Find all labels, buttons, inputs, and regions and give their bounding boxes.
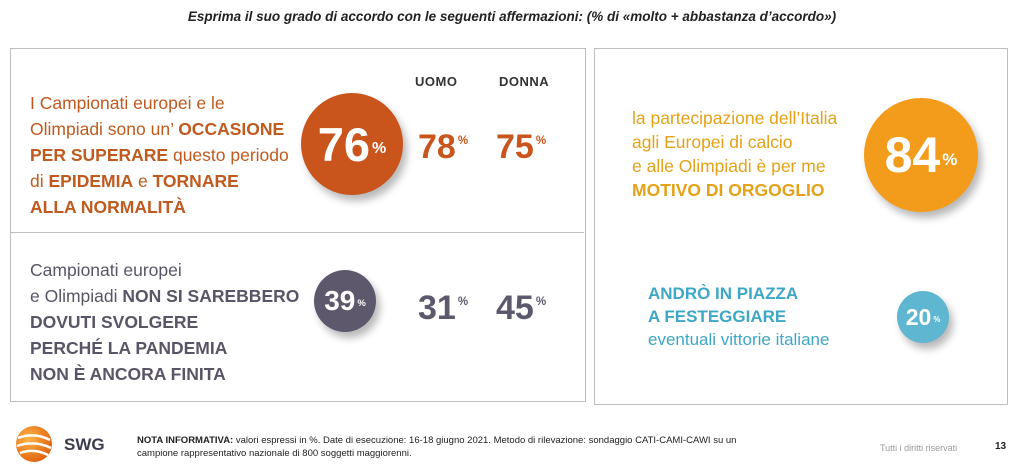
q1-donna-number: 75	[496, 128, 534, 166]
q2-statement: Campionati europei e Olimpiadi NON SI SA…	[30, 257, 310, 387]
q2-uomo-value: 31%	[418, 289, 468, 328]
q3-line3: e alle Olimpiadi è per me	[632, 156, 826, 176]
q1-line3-bold: PER SUPERARE	[30, 145, 169, 165]
q2-total-circle: 39%	[314, 270, 376, 332]
footnote: NOTA INFORMATIVA: valori espressi in %. …	[137, 434, 837, 460]
q2-donna-pct: %	[535, 295, 547, 308]
q1-line2-bold: OCCASIONE	[178, 119, 285, 139]
left-panel	[10, 48, 586, 402]
q4-total-pct: %	[933, 314, 941, 324]
q2-line1: Campionati europei	[30, 260, 182, 280]
rights-text: Tutti i diritti riservati	[880, 443, 958, 453]
q2-line4-bold: PERCHÉ LA PANDEMIA	[30, 338, 228, 358]
swg-logo-text: SWG	[64, 435, 105, 454]
note-line1: valori espressi in %. Date di esecuzione…	[233, 435, 737, 446]
q2-line3-bold: DOVUTI SVOLGERE	[30, 312, 199, 332]
left-panel-divider	[11, 232, 584, 233]
q2-total-pct: %	[357, 298, 366, 310]
q1-donna-value: 75%	[496, 128, 546, 167]
q1-total-value: 76	[317, 117, 371, 171]
q1-total-circle: 76%	[301, 93, 403, 195]
q4-total-value: 20	[905, 303, 932, 330]
q1-line4: di	[30, 171, 49, 191]
note-line2: campione rappresentativo nazionale di 80…	[137, 448, 412, 459]
q4-total-circle: 20%	[897, 291, 949, 343]
q1-line4-bold2: TORNARE	[152, 171, 239, 191]
q4-line1-bold: ANDRÒ IN PIAZZA	[648, 284, 799, 303]
q3-line2: agli Europei di calcio	[632, 132, 793, 152]
q2-donna-number: 45	[496, 289, 534, 327]
q3-statement: la partecipazione dell’Italia agli Europ…	[632, 106, 872, 202]
page-title: Esprima il suo grado di accordo con le s…	[187, 9, 837, 24]
q3-total-circle: 84%	[864, 98, 978, 212]
q2-line2-bold: NON SI SAREBBERO	[122, 286, 300, 306]
swg-logo: SWG	[12, 422, 122, 464]
q1-line5-bold: ALLA NORMALITÀ	[30, 197, 186, 217]
q1-uomo-pct: %	[457, 134, 469, 147]
q1-line4-mid: e	[133, 171, 153, 191]
q3-line1: la partecipazione dell’Italia	[632, 108, 838, 128]
q2-total-value: 39	[324, 285, 356, 316]
q2-line5-bold: NON È ANCORA FINITA	[30, 364, 226, 384]
q3-total-value: 84	[884, 127, 941, 183]
header-donna: DONNA	[499, 74, 550, 89]
q4-line2-bold: A FESTEGGIARE	[648, 307, 787, 326]
q4-line3: eventuali vittorie italiane	[648, 330, 830, 349]
q1-line1: I Campionati europei e le	[30, 93, 225, 113]
q1-line2: Olimpiadi sono un’	[30, 119, 179, 139]
q2-line2: e Olimpiadi	[30, 286, 123, 306]
q1-statement: I Campionati europei e le Olimpiadi sono…	[30, 90, 305, 220]
swg-globe-icon	[16, 426, 52, 462]
q2-uomo-pct: %	[457, 295, 469, 308]
q2-uomo-number: 31	[418, 289, 456, 327]
q3-total-pct: %	[942, 150, 958, 170]
q1-uomo-number: 78	[418, 128, 456, 166]
q4-statement: ANDRÒ IN PIAZZA A FESTEGGIARE eventuali …	[648, 282, 878, 351]
right-panel	[594, 48, 1008, 405]
q3-line4-bold: MOTIVO DI ORGOGLIO	[632, 180, 825, 200]
q1-uomo-value: 78%	[418, 128, 468, 167]
q1-donna-pct: %	[535, 134, 547, 147]
header-uomo: UOMO	[415, 74, 458, 89]
q1-total-pct: %	[372, 139, 387, 157]
page-number: 13	[995, 441, 1007, 452]
note-label: NOTA INFORMATIVA:	[137, 435, 234, 446]
q2-donna-value: 45%	[496, 289, 546, 328]
q1-line3: questo periodo	[168, 145, 289, 165]
q1-line4-bold1: EPIDEMIA	[48, 171, 134, 191]
